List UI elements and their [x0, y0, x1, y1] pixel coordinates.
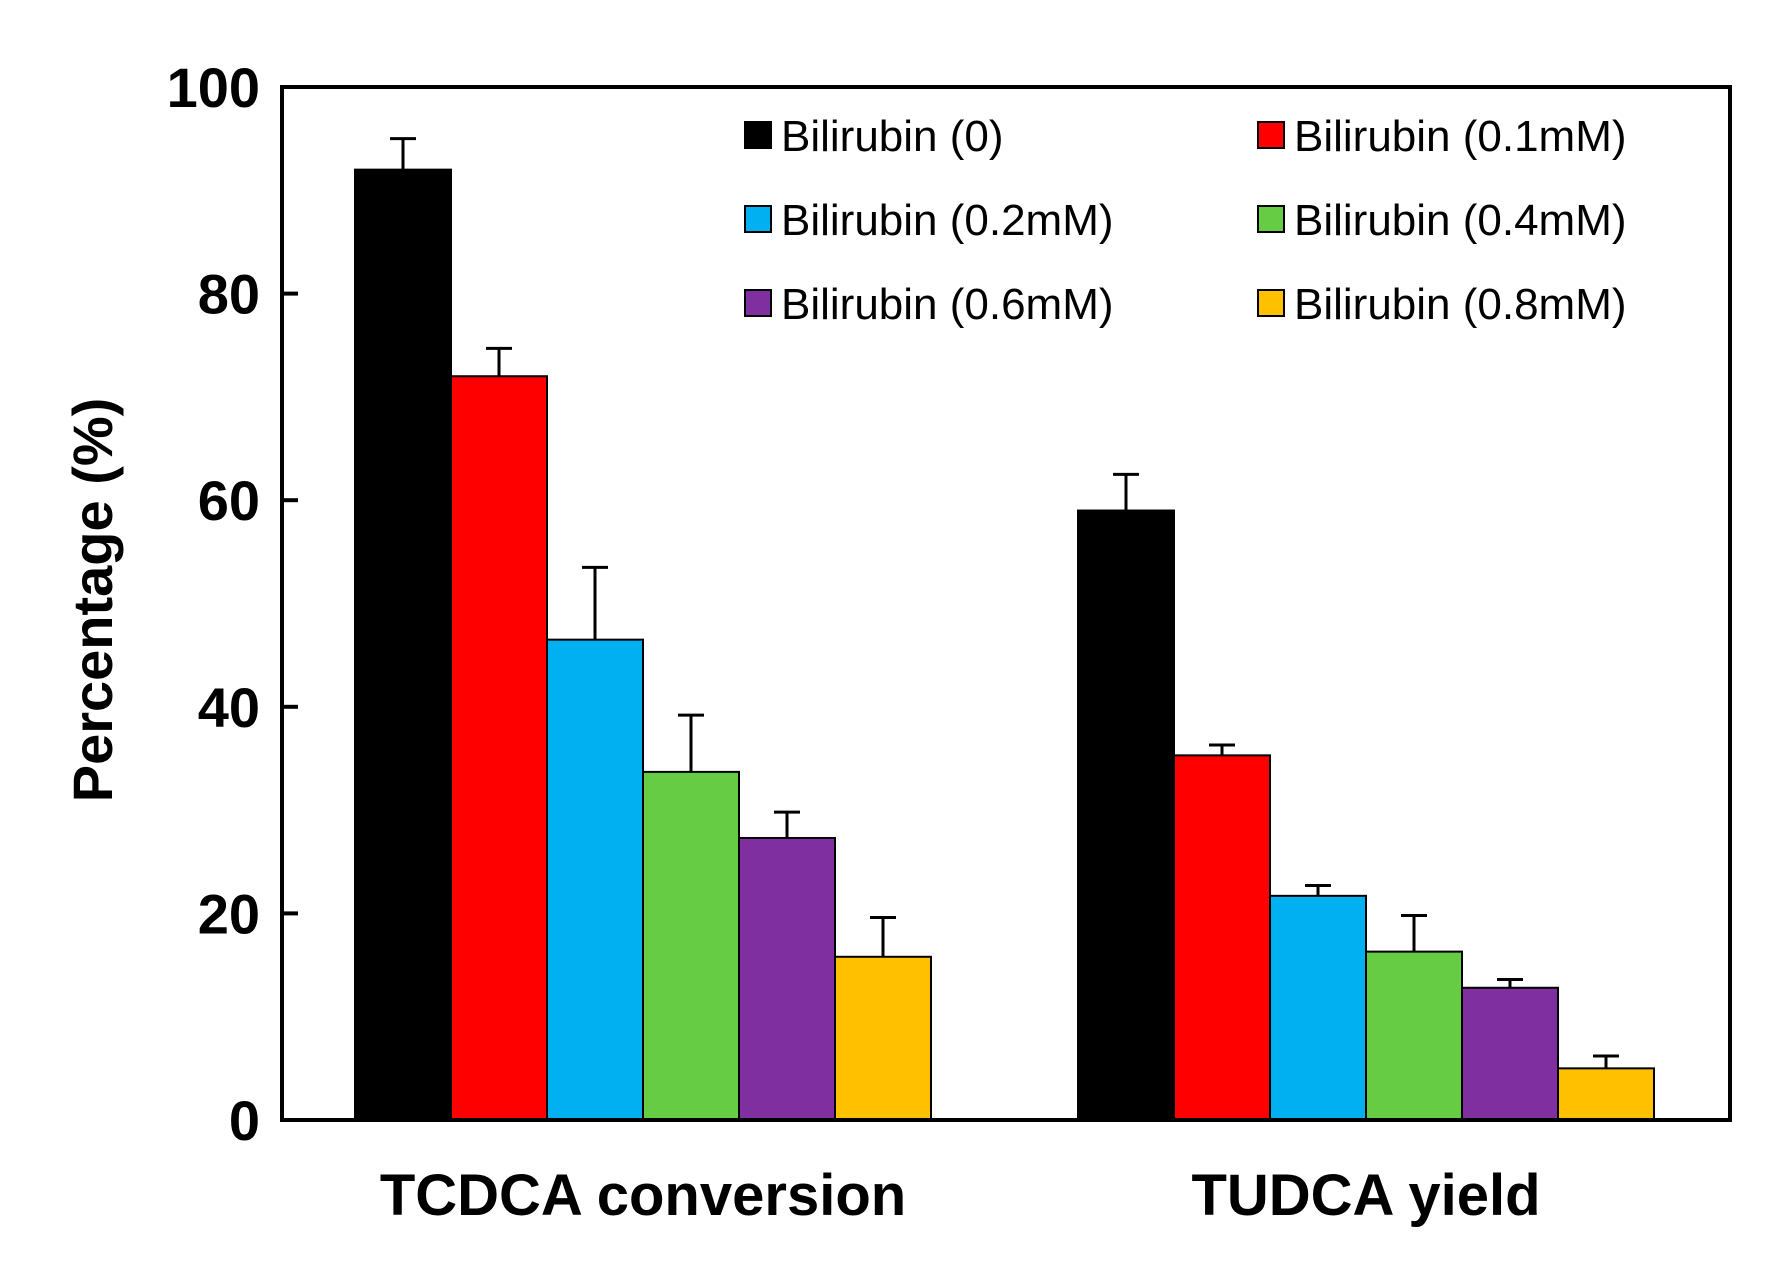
legend-label: Bilirubin (0.8mM) [1294, 280, 1627, 329]
bar [1173, 754, 1271, 1121]
legend-swatch [1257, 205, 1285, 233]
category-label: TUDCA yield [1191, 1163, 1540, 1228]
legend-swatch [1257, 289, 1285, 317]
plot-frame [280, 85, 1732, 1122]
legend-label: Bilirubin (0.6mM) [781, 280, 1114, 329]
bar [1269, 894, 1367, 1121]
y-axis-title: Percentage (%) [61, 398, 124, 803]
legend-swatch [744, 121, 772, 149]
bar [1365, 950, 1463, 1121]
y-tick-label: 40 [198, 676, 260, 739]
y-tick-label: 0 [229, 1089, 260, 1152]
bar [1461, 986, 1559, 1121]
legend-swatch [1257, 121, 1285, 149]
legend-swatch [744, 289, 772, 317]
bar [738, 836, 836, 1122]
bar [354, 168, 452, 1121]
y-tick-label: 20 [198, 882, 260, 945]
bar [834, 955, 932, 1122]
y-tick-label: 80 [198, 263, 260, 326]
y-tick-label: 100 [167, 56, 260, 119]
legend-label: Bilirubin (0.2mM) [781, 196, 1114, 245]
y-tick-label: 60 [198, 469, 260, 532]
category-label: TCDCA conversion [380, 1163, 906, 1228]
legend-label: Bilirubin (0) [781, 112, 1004, 161]
bar [1557, 1067, 1655, 1121]
bar [642, 770, 740, 1122]
legend-swatch [744, 205, 772, 233]
legend-label: Bilirubin (0.4mM) [1294, 196, 1627, 245]
bar [1077, 509, 1175, 1121]
bar [546, 638, 644, 1122]
bar [450, 375, 548, 1121]
legend-label: Bilirubin (0.1mM) [1294, 112, 1627, 161]
